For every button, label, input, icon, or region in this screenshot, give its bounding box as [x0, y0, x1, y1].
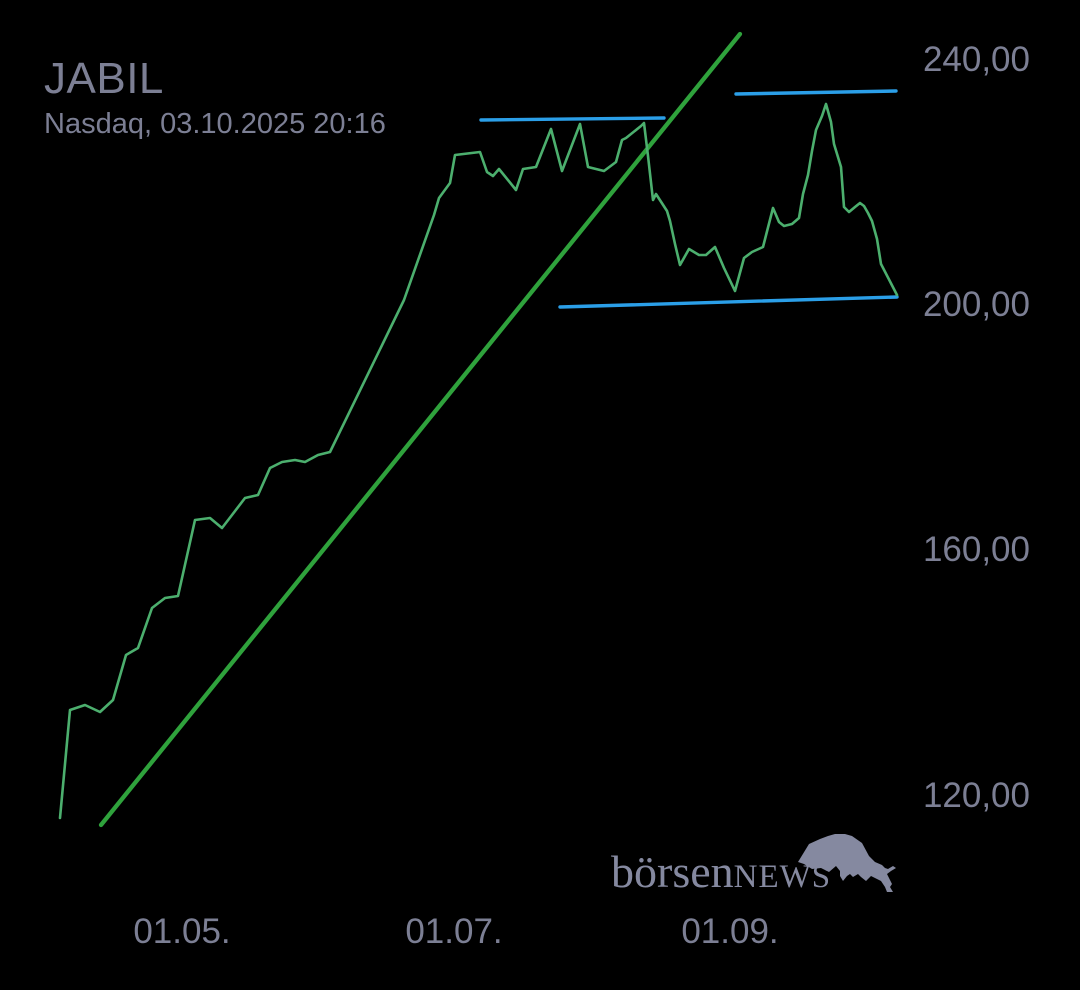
svg-text:börsenNEWS: börsenNEWS: [611, 846, 831, 897]
